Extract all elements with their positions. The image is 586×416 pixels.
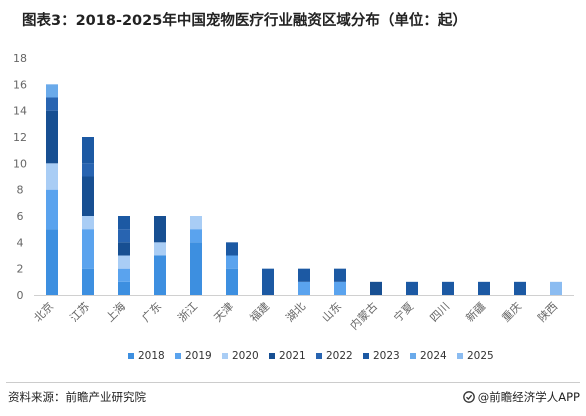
legend-swatch-2024	[410, 353, 416, 359]
bar-segment-2020	[154, 242, 166, 256]
stacked-bar-chart: 0 2 4 6 8 10 12 14 16 18 北京 江苏 上海 广东 浙江 天津 福建 湖北 山东 内蒙古 宁夏四…	[13, 52, 574, 362]
legend-swatch-2019	[175, 353, 181, 359]
legend-label: 2023	[373, 350, 400, 362]
x-tick-label: 福建	[247, 299, 272, 324]
y-tick-label: 2	[17, 263, 24, 276]
bar-segment-2023	[442, 281, 454, 295]
x-tick-label: 天津	[211, 300, 236, 325]
x-tick-label: 江苏	[67, 300, 92, 325]
bar-segment-2020	[118, 255, 130, 269]
y-tick-label: 12	[13, 131, 27, 144]
bar-segment-2023	[514, 281, 526, 295]
bar-segment-2022	[46, 97, 58, 111]
legend-label: 2025	[467, 350, 494, 362]
x-tick-label: 陕西	[535, 299, 560, 324]
x-tick-label: 新疆	[463, 299, 488, 324]
legend-swatch-2018	[128, 353, 134, 359]
y-tick-label: 16	[13, 78, 27, 91]
x-tick-label: 山东	[319, 300, 344, 325]
bar-segment-2022	[82, 163, 94, 177]
bar-segment-2023	[334, 268, 346, 282]
x-tick-label: 北京	[31, 299, 56, 324]
bar-segment-2019	[334, 281, 346, 295]
bar-segment-2023	[226, 242, 238, 256]
bar-segment-2020	[190, 216, 202, 230]
bar-segment-2023	[478, 281, 490, 295]
bar-segment-2018	[154, 255, 166, 295]
bar-segment-2020	[46, 163, 58, 190]
bar-segment-2018	[226, 268, 238, 295]
brand-credit: @前瞻经济学人APP	[462, 389, 580, 405]
bar-segment-2021	[46, 110, 58, 164]
bar-segment-2019	[298, 281, 310, 295]
x-tick-label: 重庆	[499, 299, 524, 324]
y-tick-label: 14	[13, 105, 27, 118]
legend-swatch-2025	[457, 353, 463, 359]
x-tick-label: 浙江	[175, 300, 200, 325]
bar-segment-2018	[46, 229, 58, 295]
x-tick-label: 内蒙古	[347, 299, 380, 332]
bar-segment-2020	[82, 216, 94, 230]
y-axis: 0 2 4 6 8 10 12 14 16 18	[13, 52, 27, 302]
brand-logo-icon	[462, 391, 475, 403]
x-axis: 北京 江苏 上海 广东 浙江 天津 福建 湖北 山东 内蒙古 宁夏 四川 新疆 重庆 陕西	[31, 295, 574, 332]
bar-series	[46, 84, 562, 295]
legend-label: 2021	[279, 350, 306, 362]
bar-segment-2018	[118, 281, 130, 295]
y-tick-label: 0	[17, 289, 24, 302]
footer: 资料来源：前瞻产业研究院 @前瞻经济学人APP	[0, 382, 586, 416]
bar-segment-2023	[298, 268, 310, 282]
y-tick-label: 4	[17, 236, 24, 249]
bar-segment-2019	[118, 268, 130, 282]
footer-divider	[6, 382, 580, 383]
bar-segment-2023	[118, 216, 130, 230]
bar-segment-2018	[190, 242, 202, 295]
bar-segment-2023	[82, 137, 94, 164]
legend-label: 2019	[185, 350, 212, 362]
legend-swatch-2021	[269, 353, 275, 359]
y-tick-label: 8	[17, 184, 24, 197]
bar-segment-2024	[46, 84, 58, 98]
x-tick-label: 四川	[427, 300, 452, 325]
y-tick-label: 10	[13, 157, 27, 170]
legend-swatch-2020	[222, 353, 228, 359]
bar-segment-2023	[262, 268, 274, 295]
bar-segment-2023	[406, 281, 418, 295]
bar-segment-2019	[190, 229, 202, 243]
x-tick-label: 宁夏	[391, 299, 416, 324]
legend-label: 2022	[326, 350, 353, 362]
brand-label: @前瞻经济学人APP	[477, 390, 580, 404]
legend-swatch-2023	[363, 353, 369, 359]
legend-label: 2024	[420, 350, 447, 362]
bar-segment-2021	[118, 242, 130, 256]
bar-segment-2019	[226, 255, 238, 269]
legend-label: 2020	[232, 350, 259, 362]
y-tick-label: 18	[13, 52, 27, 65]
x-tick-label: 上海	[103, 299, 128, 324]
legend: 2018 2019 2020 2021 2022 2023 2024 2025	[128, 350, 494, 362]
y-tick-label: 6	[17, 210, 24, 223]
bar-segment-2018	[82, 268, 94, 295]
x-tick-label: 广东	[139, 300, 164, 325]
legend-label: 2018	[138, 350, 165, 362]
legend-swatch-2022	[316, 353, 322, 359]
bar-segment-2025	[550, 281, 562, 295]
bar-segment-2021	[370, 281, 382, 295]
source-note: 资料来源：前瞻产业研究院	[8, 390, 146, 404]
x-tick-label: 湖北	[283, 300, 308, 325]
chart-title: 图表3：2018-2025年中国宠物医疗行业融资区域分布（单位：起）	[22, 13, 467, 29]
bar-segment-2019	[46, 189, 58, 230]
bar-segment-2022	[118, 229, 130, 243]
bar-segment-2021	[154, 216, 166, 243]
bar-segment-2019	[82, 229, 94, 269]
bar-segment-2021	[82, 176, 94, 216]
